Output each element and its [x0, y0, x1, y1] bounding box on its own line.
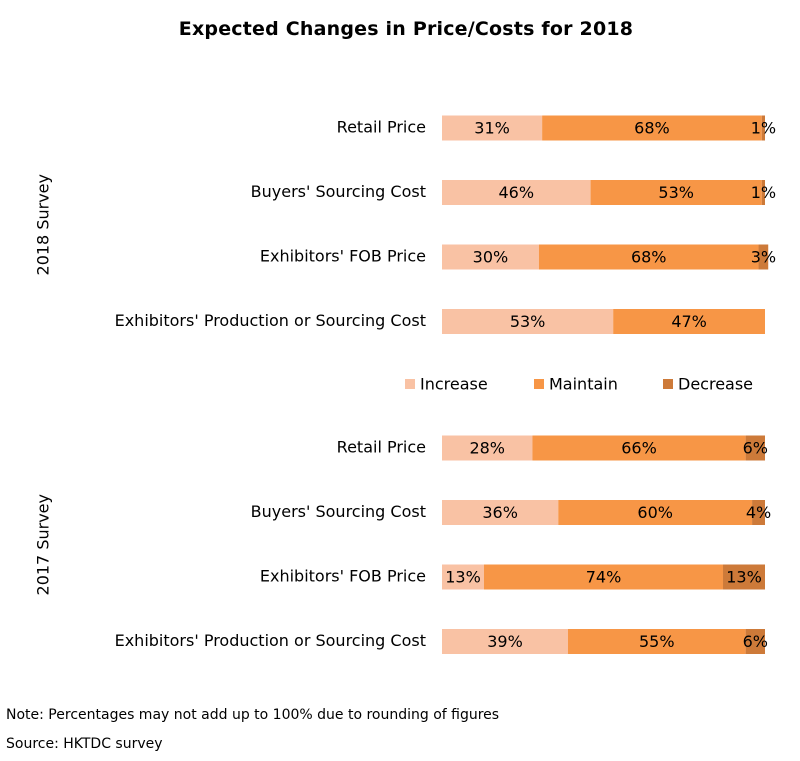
- bar-segment-increase: [442, 180, 591, 205]
- legend-swatch-increase: [405, 379, 415, 389]
- legend-label: Decrease: [678, 375, 753, 394]
- legend-label: Increase: [420, 375, 488, 394]
- group-label: 2018 Survey: [34, 174, 53, 275]
- bar-segment-maintain: [542, 115, 762, 141]
- bar-segment-decrease: [745, 629, 765, 654]
- data-label: 3%: [751, 248, 776, 267]
- data-label: 31%: [474, 119, 510, 138]
- category-label: Exhibitors' FOB Price: [260, 247, 426, 266]
- bar-segment-increase: [442, 244, 539, 270]
- bar-segment-decrease: [745, 435, 765, 461]
- bar-segment-decrease: [761, 115, 765, 141]
- data-label: 74%: [586, 568, 622, 587]
- data-label: 6%: [743, 439, 768, 458]
- data-label: 53%: [658, 183, 694, 202]
- bar-segment-maintain: [538, 244, 759, 270]
- data-label: 13%: [445, 568, 481, 587]
- bar-segment-decrease: [752, 500, 765, 525]
- bar-segment-decrease: [761, 180, 765, 205]
- source-note: Source: HKTDC survey: [6, 736, 163, 752]
- data-label: 30%: [473, 248, 509, 267]
- data-label: 47%: [671, 312, 707, 331]
- data-label: 13%: [726, 568, 762, 587]
- legend-swatch-decrease: [663, 379, 673, 389]
- data-label: 66%: [621, 439, 657, 458]
- data-label: 39%: [487, 632, 523, 651]
- stacked-bar-chart: 2018 Survey Retail Price 31% 68% 1% Buyers' S…: [34, 115, 776, 654]
- data-label: 4%: [746, 503, 771, 522]
- bar-segment-increase: [442, 629, 568, 654]
- data-label: 1%: [751, 119, 776, 138]
- footnote: Note: Percentages may not add up to 100%…: [6, 707, 500, 723]
- category-label: Buyers' Sourcing Cost: [251, 502, 426, 521]
- category-label: Retail Price: [337, 438, 426, 457]
- bar-segment-maintain: [590, 180, 762, 205]
- data-label: 1%: [751, 183, 776, 202]
- bar-segment-increase: [442, 435, 533, 461]
- category-label: Buyers' Sourcing Cost: [251, 182, 426, 201]
- bar-segment-maintain: [567, 629, 746, 654]
- data-label: 55%: [639, 632, 675, 651]
- data-label: 28%: [469, 439, 505, 458]
- category-label: Exhibitors' Production or Sourcing Cost: [115, 631, 426, 650]
- data-label: 68%: [634, 119, 670, 138]
- bar-segment-increase: [442, 309, 614, 334]
- bar-segment-decrease: [723, 564, 765, 590]
- bar-segment-increase: [442, 115, 543, 141]
- bar-segment-increase: [442, 564, 484, 590]
- bar-segment-decrease: [758, 244, 769, 270]
- data-label: 6%: [743, 632, 768, 651]
- data-label: 60%: [637, 503, 673, 522]
- bar-segment-maintain: [483, 564, 724, 590]
- data-label: 36%: [482, 503, 518, 522]
- legend-swatch-maintain: [534, 379, 544, 389]
- data-label: 53%: [510, 312, 546, 331]
- data-label: 68%: [631, 248, 667, 267]
- category-label: Exhibitors' FOB Price: [260, 567, 426, 586]
- chart-title: Expected Changes in Price/Costs for 2018: [178, 18, 634, 40]
- bar-segment-maintain: [558, 500, 753, 525]
- category-label: Retail Price: [337, 118, 426, 137]
- legend-label: Maintain: [549, 375, 618, 394]
- bar-segment-maintain: [532, 435, 746, 461]
- data-label: 46%: [499, 183, 535, 202]
- category-label: Exhibitors' Production or Sourcing Cost: [115, 311, 426, 330]
- group-label: 2017 Survey: [34, 494, 53, 595]
- bar-segment-maintain: [613, 309, 765, 334]
- bar-segment-increase: [442, 500, 559, 525]
